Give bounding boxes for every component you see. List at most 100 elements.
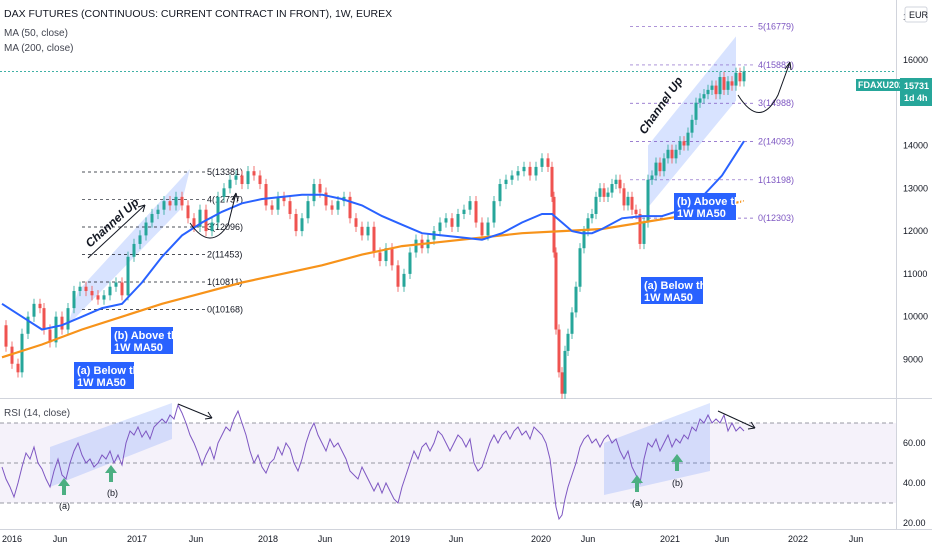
candle-body[interactable] (594, 196, 598, 214)
candle-body[interactable] (646, 179, 650, 223)
candle-body[interactable] (138, 235, 142, 244)
candle-body[interactable] (192, 218, 196, 227)
candle-body[interactable] (598, 188, 602, 197)
candle-body[interactable] (132, 243, 136, 257)
candle-body[interactable] (582, 231, 586, 249)
symbol-tag[interactable] (856, 79, 900, 91)
candle-body[interactable] (638, 213, 642, 244)
candle-body[interactable] (372, 226, 376, 253)
candle-body[interactable] (198, 209, 202, 227)
candle-body[interactable] (402, 273, 406, 287)
candle-body[interactable] (54, 316, 58, 343)
candle-body[interactable] (240, 175, 244, 185)
candle-body[interactable] (552, 196, 556, 253)
candle-body[interactable] (120, 282, 124, 296)
rsi-line[interactable] (1, 403, 745, 521)
candle-body[interactable] (294, 213, 298, 232)
candle-body[interactable] (563, 350, 567, 394)
candle-body[interactable] (456, 213, 460, 227)
candle-body[interactable] (534, 166, 538, 176)
candle-body[interactable] (678, 141, 682, 150)
annotation-a-left[interactable] (74, 362, 134, 389)
rsi-legend[interactable]: RSI (14, close) (4, 408, 70, 419)
candle-body[interactable] (698, 98, 702, 103)
candle-body[interactable] (630, 196, 634, 210)
candle-body[interactable] (590, 213, 594, 219)
rsi-up-arrow-a-right[interactable] (631, 475, 643, 492)
candle-body[interactable] (516, 171, 520, 176)
candle-body[interactable] (48, 329, 52, 343)
candle-body[interactable] (554, 252, 558, 330)
candle-body[interactable] (72, 291, 76, 309)
candle-body[interactable] (522, 166, 526, 172)
candle-body[interactable] (78, 286, 82, 292)
candle-body[interactable] (540, 158, 544, 167)
candle-body[interactable] (168, 201, 172, 206)
candle-body[interactable] (312, 184, 316, 202)
candle-body[interactable] (654, 162, 658, 176)
candle-body[interactable] (702, 94, 706, 99)
candle-body[interactable] (26, 316, 30, 334)
candle-body[interactable] (602, 188, 606, 197)
candle-body[interactable] (468, 201, 472, 210)
candle-body[interactable] (20, 333, 24, 373)
candle-body[interactable] (706, 89, 710, 95)
price-tag[interactable] (900, 78, 932, 106)
candle-body[interactable] (258, 175, 262, 185)
candle-body[interactable] (186, 205, 190, 219)
candle-body[interactable] (42, 308, 46, 330)
candle-body[interactable] (486, 222, 490, 236)
candle-body[interactable] (566, 333, 570, 351)
channel-up-left[interactable] (68, 169, 190, 326)
fib-extension-left[interactable]: 5(13381) 4(12737) 3(12096) 2(11453) 1(10811)… (82, 167, 243, 315)
candle-body[interactable] (662, 158, 666, 172)
candle-body[interactable] (462, 209, 466, 214)
candle-body[interactable] (318, 184, 322, 193)
candle-body[interactable] (336, 201, 340, 210)
annotation-b-right[interactable] (674, 193, 736, 220)
candle-body[interactable] (622, 188, 626, 206)
candle-body[interactable] (126, 256, 130, 296)
candle-body[interactable] (96, 295, 100, 300)
candle-body[interactable] (306, 201, 310, 219)
candle-body[interactable] (4, 325, 8, 347)
candle-body[interactable] (450, 218, 454, 227)
rsi-channel-right[interactable] (604, 403, 710, 495)
candle-body[interactable] (742, 71, 746, 82)
candle-body[interactable] (670, 149, 674, 159)
candle-body[interactable] (384, 248, 388, 262)
candle-body[interactable] (690, 119, 694, 133)
candle-body[interactable] (288, 201, 292, 214)
candle-body[interactable] (738, 72, 742, 82)
time-axis[interactable]: 2016 Jun 2017 Jun 2018 Jun 2019 Jun 2020 Jun 2021 J… (2, 534, 863, 544)
candle-body[interactable] (438, 222, 442, 232)
candle-body[interactable] (150, 213, 154, 223)
ma200-line[interactable] (1, 200, 745, 359)
candle-body[interactable] (246, 171, 250, 185)
currency-badge[interactable] (904, 6, 928, 23)
candle-body[interactable] (180, 196, 184, 206)
candle-body[interactable] (498, 184, 502, 202)
candle-body[interactable] (618, 179, 622, 189)
candle-body[interactable] (84, 286, 88, 292)
candle-body[interactable] (642, 222, 646, 244)
candle-body[interactable] (234, 175, 238, 180)
rsi-axis[interactable]: 20.00 40.00 60.00 (903, 438, 926, 528)
candle-body[interactable] (634, 209, 638, 214)
price-axis[interactable]: 9000100001100012000130001400015000160001… (903, 12, 928, 364)
candle-body[interactable] (682, 141, 686, 146)
candle-body[interactable] (360, 226, 364, 236)
candle-body[interactable] (686, 132, 690, 146)
candle-body[interactable] (550, 166, 554, 197)
candle-body[interactable] (474, 201, 478, 223)
candle-body[interactable] (528, 166, 532, 176)
candle-body[interactable] (102, 295, 106, 300)
rsi-up-arrow-b-right[interactable] (671, 454, 683, 471)
candle-body[interactable] (606, 192, 610, 197)
rsi-channel-left[interactable] (50, 403, 172, 487)
candle-body[interactable] (510, 175, 514, 180)
candle-body[interactable] (694, 102, 698, 120)
candle-body[interactable] (557, 329, 561, 373)
candle-body[interactable] (210, 222, 214, 232)
candle-body[interactable] (730, 81, 734, 86)
